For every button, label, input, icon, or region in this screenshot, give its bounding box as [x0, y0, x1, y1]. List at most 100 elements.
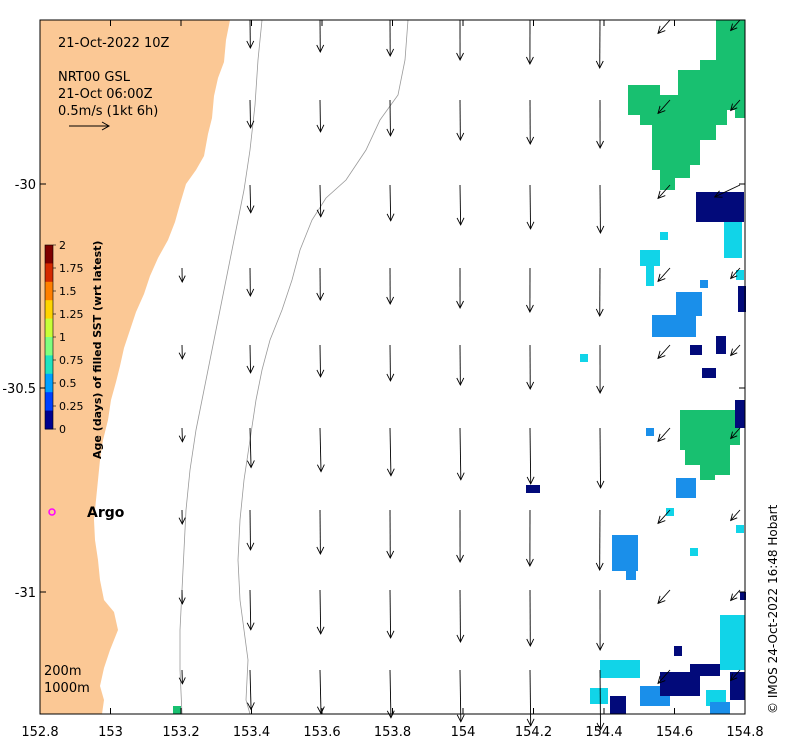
current-arrow [386, 669, 395, 719]
x-tick-label: 154 [451, 725, 476, 740]
current-arrow [456, 427, 465, 481]
colorbar-segment [45, 318, 53, 338]
colorbar-segment [45, 337, 53, 356]
colorbar-label: 2 [59, 239, 66, 252]
product-label: NRT00 GSL [58, 70, 131, 85]
current-arrow [730, 427, 741, 440]
current-arrow [316, 267, 325, 301]
current-arrow [386, 267, 395, 305]
valid-time-label: 21-Oct 06:00Z [58, 87, 153, 102]
current-arrow [178, 344, 186, 360]
current-arrow [246, 344, 255, 374]
current-arrow [730, 19, 741, 32]
current-arrow [595, 267, 604, 317]
current-arrow [596, 669, 605, 731]
current-vectors [178, 19, 741, 731]
colorbar-segment [45, 245, 53, 264]
current-arrow [730, 669, 741, 682]
current-arrow [316, 589, 325, 635]
x-tick-label: 154.6 [656, 725, 693, 740]
current-arrow [386, 99, 395, 137]
current-arrow [657, 669, 671, 685]
credit-label: © IMOS 24-Oct-2022 16:48 Hobart [766, 504, 780, 714]
current-arrow [246, 184, 255, 214]
current-arrow [456, 184, 465, 226]
colorbar: 2 1.75 1.5 1.25 1 0.75 0.5 0.25 0 Age (days) of f… [44, 239, 104, 459]
colorbar-segment [45, 373, 53, 393]
colorbar-label: 0 [59, 423, 66, 436]
current-arrow [178, 589, 186, 605]
current-arrow [657, 344, 671, 360]
current-arrow [386, 344, 395, 382]
blue-patches [612, 280, 730, 714]
green-patch-mid [680, 410, 740, 480]
sst-age-patches [173, 20, 746, 714]
colorbar-label: 0.25 [59, 400, 84, 413]
current-arrow [657, 184, 671, 200]
current-arrow [595, 19, 604, 69]
colorbar-label: 1.75 [59, 262, 84, 275]
argo-label: Argo [87, 505, 125, 521]
colorbar-label: 1 [59, 331, 66, 344]
x-tick-label: 154.4 [585, 725, 622, 740]
current-arrow [657, 589, 671, 605]
contour-label-200m: 200m [44, 664, 81, 679]
run-time-label: 21-Oct-2022 10Z [58, 36, 170, 51]
current-arrow [246, 267, 255, 297]
colorbar-title: Age (days) of filled SST (wrt latest) [91, 241, 104, 459]
current-arrow [596, 427, 605, 489]
current-arrow [596, 589, 604, 652]
current-arrow [178, 509, 186, 525]
current-arrow [178, 669, 186, 685]
current-arrow [657, 19, 671, 35]
plot-frame: 152.8 153 153.2 153.4 153.6 153.8 154 154.2 154.… [2, 19, 764, 740]
current-arrow [246, 99, 255, 129]
current-arrow [730, 99, 741, 112]
current-arrow [386, 427, 395, 477]
x-tick-label: 153.4 [233, 725, 270, 740]
scale-arrow [69, 121, 111, 131]
current-arrow [246, 427, 255, 469]
current-arrow [730, 589, 741, 602]
x-tick-label: 153.8 [374, 725, 411, 740]
current-arrow [456, 19, 464, 62]
current-arrow [178, 267, 186, 283]
current-arrow [595, 509, 604, 571]
cyan-patches [580, 218, 745, 706]
current-arrow [316, 19, 325, 53]
colorbar-segment [45, 392, 53, 412]
current-arrow [386, 589, 395, 639]
current-arrow [316, 509, 325, 555]
current-arrow [316, 344, 325, 378]
current-arrow [730, 344, 741, 357]
current-arrow [657, 267, 671, 283]
current-arrow [316, 184, 325, 218]
vector-scale-label: 0.5m/s (1kt 6h) [58, 104, 158, 119]
colorbar-label: 0.75 [59, 354, 84, 367]
current-arrow [456, 669, 465, 723]
current-arrow [526, 344, 535, 390]
current-arrow [456, 589, 465, 643]
current-arrow [526, 267, 534, 314]
current-arrow [526, 669, 535, 727]
current-arrow [657, 99, 671, 115]
current-arrow [713, 184, 741, 198]
green-dot-bottom [173, 706, 181, 714]
current-arrow [596, 184, 605, 234]
colorbar-segment [45, 410, 53, 430]
green-patch-north [628, 20, 745, 190]
argo-float-marker [48, 508, 56, 516]
x-tick-label: 153 [98, 725, 123, 740]
navy-patches [526, 192, 746, 714]
current-arrow [596, 99, 604, 150]
current-arrow [386, 509, 395, 559]
current-arrow [730, 509, 741, 522]
current-arrow [386, 19, 395, 57]
current-arrow [456, 509, 464, 564]
current-arrow [246, 19, 255, 49]
current-arrow [657, 509, 671, 525]
current-arrow [526, 99, 535, 145]
contour-1000m [237, 19, 409, 715]
x-tick-label: 154.8 [726, 725, 763, 740]
